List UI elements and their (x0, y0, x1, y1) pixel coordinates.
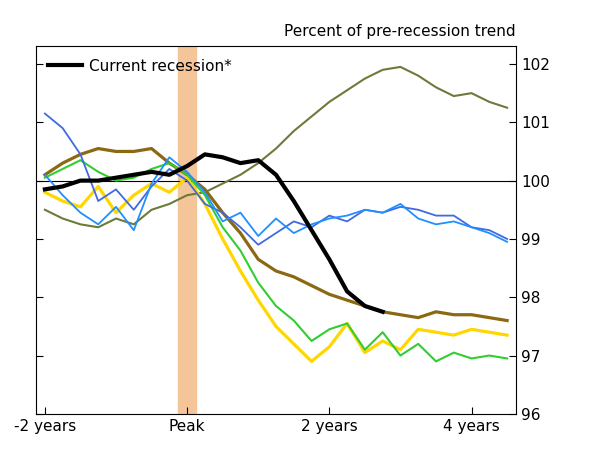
Legend: Current recession*: Current recession* (44, 54, 237, 79)
Text: Percent of pre-recession trend: Percent of pre-recession trend (284, 24, 516, 39)
Bar (178, 46, 196, 414)
